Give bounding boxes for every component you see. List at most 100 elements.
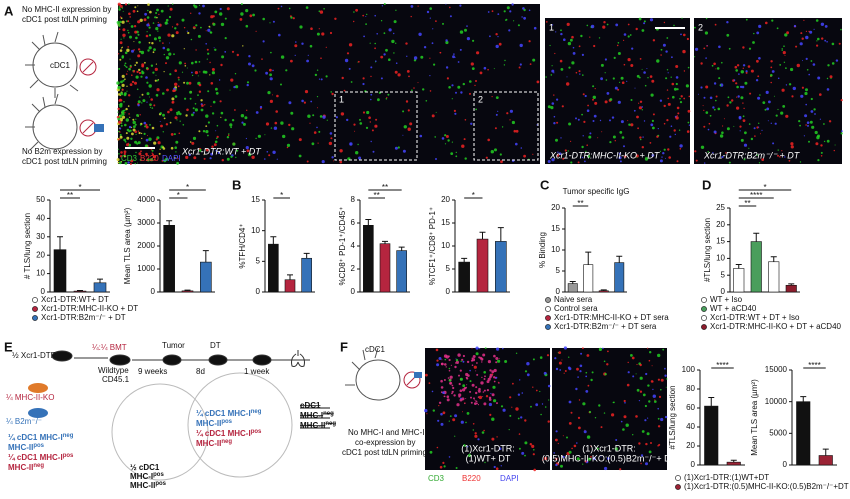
signal [728,47,731,50]
signal [484,375,486,378]
signal [805,88,808,92]
y-tick-label: 15000 [765,365,788,374]
signal [451,392,453,395]
signal [620,76,624,80]
signal [515,407,519,411]
signal [623,399,626,403]
cell-phenotype: MHC-Ineg [300,411,334,421]
signal [494,127,497,130]
signal [479,71,483,75]
signal [706,45,708,46]
signal [219,100,222,103]
cell-phenotype: ¼ cDC1 MHC-Ipos [196,429,262,439]
signal [455,151,457,154]
y-axis-label: #TLS/lung section [703,218,712,282]
signal [513,129,517,133]
signal [620,120,624,124]
signal [494,148,497,152]
signal [478,395,483,400]
signal [288,101,292,105]
signal [139,158,142,161]
signal [618,152,622,155]
signal [475,352,479,356]
signal [138,68,141,72]
signal [224,17,227,20]
signal [191,113,194,117]
signal [734,65,738,69]
signal [770,81,772,84]
signal [377,98,380,102]
signal [517,24,520,27]
signal [647,347,649,349]
signal [547,160,551,163]
signal [471,347,473,349]
signal [145,34,149,38]
signal [322,115,326,119]
signal [395,9,397,11]
signal [810,60,813,62]
signal [532,153,534,155]
signal [500,465,502,467]
signal [731,99,734,102]
signal [277,7,280,10]
signal [648,450,652,454]
error-bar [616,255,623,263]
signal [443,354,448,358]
signal [185,114,188,117]
signal [371,129,374,132]
signal [173,53,175,56]
signal [486,389,489,392]
signal [738,73,740,75]
signal [605,79,608,81]
signal [788,83,792,86]
signal [155,27,159,31]
signal [374,42,377,45]
signal [170,133,174,136]
signal [675,82,678,86]
signal [229,89,231,91]
signal [251,64,255,68]
signal [453,394,456,397]
y-tick-label: 20 [551,203,560,212]
image-signal [116,2,843,472]
signal [362,111,366,114]
signal [123,152,126,156]
signal [744,131,747,135]
signal [370,98,372,101]
cell-phenotype: ½ cDC1 [130,463,160,472]
signal [790,145,794,149]
signal [584,460,587,463]
signal [806,121,810,124]
signal [155,138,158,141]
signal [132,70,134,72]
signal [141,102,143,104]
signal [292,17,295,20]
signal [215,130,217,132]
signal [635,373,637,375]
signal [577,416,581,419]
signal [353,123,356,126]
signal [650,123,654,127]
superscript: neg [323,411,334,417]
signal [505,18,508,21]
signal [219,7,222,11]
signal [236,53,239,57]
signal [680,33,682,36]
signal [644,419,647,422]
image [694,18,842,164]
signal [447,139,450,142]
chart-title: Tumor specific IgG [563,187,630,196]
signal [206,58,208,60]
signal [121,88,124,91]
signal [323,8,325,10]
signal [657,407,659,410]
signal [165,62,167,65]
signal [805,103,807,106]
signal [442,461,445,464]
signal [834,144,836,146]
signal [520,147,523,149]
signal [209,61,211,64]
signal [568,367,572,371]
signal [465,386,468,389]
signal [137,130,140,132]
